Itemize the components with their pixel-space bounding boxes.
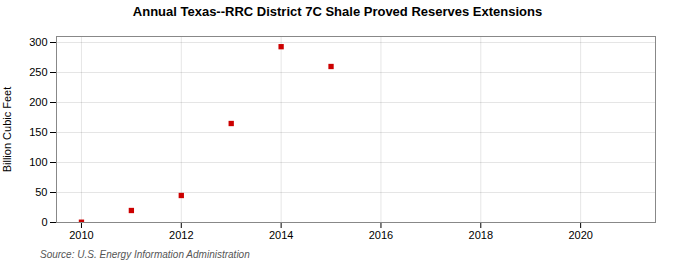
svg-text:2016: 2016: [369, 229, 393, 241]
svg-text:2010: 2010: [69, 229, 93, 241]
svg-text:250: 250: [29, 66, 47, 78]
svg-text:2018: 2018: [469, 229, 493, 241]
svg-text:200: 200: [29, 96, 47, 108]
svg-text:100: 100: [29, 156, 47, 168]
html-text:Annual Texas--RRC District 7C: Annual Texas--RRC District 7C Shale Prov…: [132, 4, 543, 19]
svg-text:Billion Cubic Feet: Billion Cubic Feet: [1, 87, 13, 173]
svg-text:0: 0: [41, 216, 47, 228]
html-text:Source: U.S. Energy Informatio: Source: U.S. Energy Information Administ…: [40, 249, 250, 260]
svg-text:2020: 2020: [568, 229, 592, 241]
svg-text:2012: 2012: [169, 229, 193, 241]
svg-text:50: 50: [35, 186, 47, 198]
svg-text:150: 150: [29, 126, 47, 138]
svg-text:2014: 2014: [269, 229, 293, 241]
svg-text:300: 300: [29, 36, 47, 48]
